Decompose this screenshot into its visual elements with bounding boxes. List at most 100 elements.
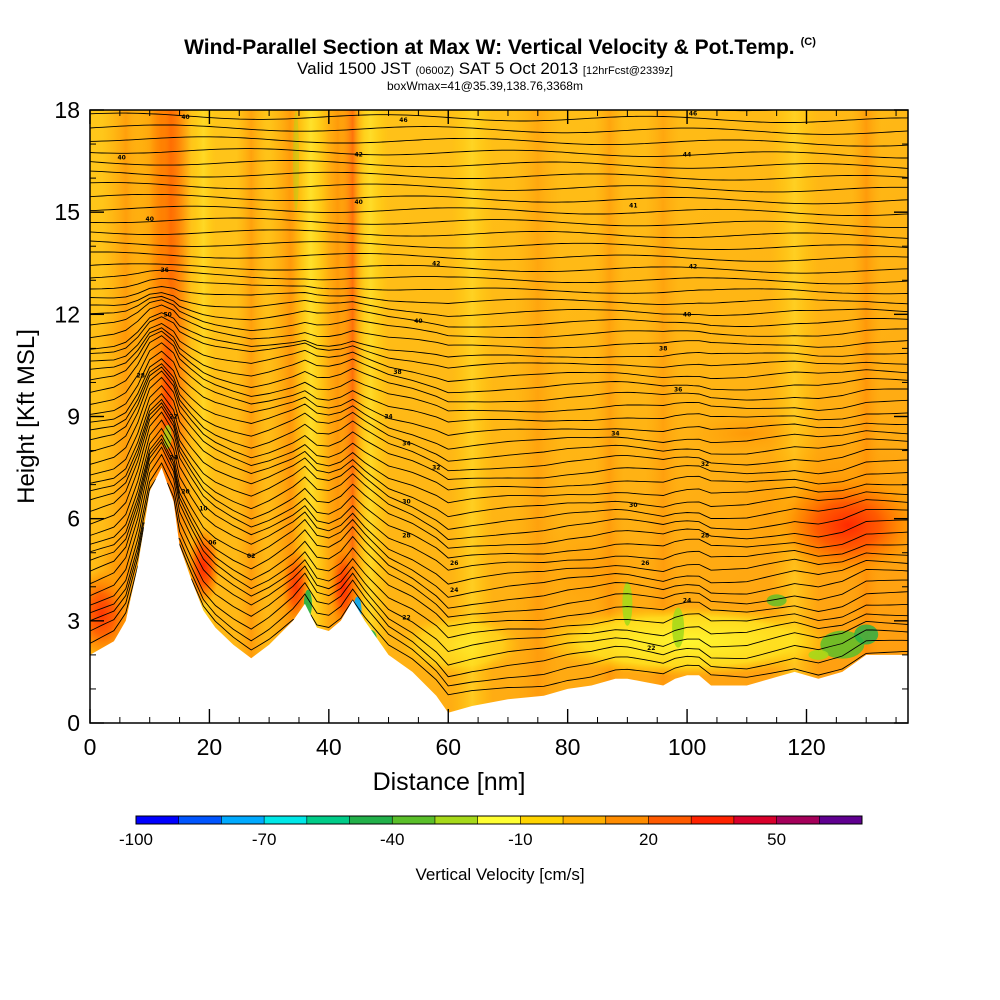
isentrope-line <box>90 434 908 598</box>
colorbar-swatch <box>221 816 265 824</box>
velocity-cell <box>622 581 633 626</box>
isentrope-line <box>90 427 908 585</box>
isentrope-label: 20 <box>181 488 189 495</box>
isentrope-line <box>90 277 908 295</box>
isentrope-label: 24 <box>683 597 691 604</box>
isentrope-label: 41 <box>629 202 637 209</box>
isentrope-label: 40 <box>414 318 422 325</box>
colorbar-swatch <box>306 816 351 824</box>
isentrope-line <box>90 419 908 571</box>
velocity-cell <box>820 630 865 659</box>
y-tick-label: 15 <box>54 199 80 225</box>
colorbar-frame <box>135 815 863 825</box>
isentrope-label: 36 <box>674 386 682 393</box>
isentrope-line <box>90 385 908 504</box>
colorbar-swatch <box>349 816 393 824</box>
isentrope-line <box>90 182 908 193</box>
valid-time: Valid 1500 JST <box>297 59 411 78</box>
isentrope-label: 28 <box>701 533 709 540</box>
isentrope-line <box>90 478 908 666</box>
colorbar-tick-label: 50 <box>767 830 786 849</box>
isentrope-line <box>90 240 908 250</box>
x-tick-label: 120 <box>787 734 825 760</box>
y-tick-label: 9 <box>67 404 80 430</box>
isentrope-line <box>90 304 908 349</box>
isentrope-line <box>90 398 908 530</box>
y-tick-label: 12 <box>54 301 80 327</box>
isentrope-line <box>90 453 908 639</box>
velocity-cell <box>531 519 652 620</box>
isentrope-label: 24 <box>169 454 177 461</box>
colorbar-swatch <box>648 816 692 824</box>
isentrope-line <box>90 462 908 653</box>
title-block: Wind-Parallel Section at Max W: Vertical… <box>0 36 1000 92</box>
isentrope-line <box>90 217 908 228</box>
colorbar-swatch <box>136 816 180 824</box>
isentrope-label: 40 <box>683 311 691 318</box>
velocity-cell <box>808 649 829 660</box>
isentrope-line <box>90 159 908 169</box>
velocity-cell <box>400 614 521 675</box>
copyright-mark: (C) <box>800 36 816 48</box>
isentrope-line <box>90 522 908 678</box>
isentrope-label: 36 <box>160 267 168 274</box>
isentrope-line <box>90 446 908 627</box>
y-tick-label: 0 <box>67 710 80 736</box>
colorbar-swatch <box>563 816 607 824</box>
isentrope-line <box>90 292 908 317</box>
isentrope-line <box>90 205 908 217</box>
isentrope-line <box>90 526 908 687</box>
isentrope-labels: 40 40 36 50 28 22 24 20 10 06 02 40 42 40 46 42 40 38 34 34… <box>117 110 709 652</box>
colorbar-tick-label: -10 <box>508 830 533 849</box>
isentrope-label: 42 <box>432 260 440 267</box>
velocity-cell <box>766 594 787 607</box>
isentrope-line <box>90 136 908 147</box>
velocity-plume <box>236 110 267 723</box>
velocity-cell <box>854 624 879 645</box>
terrain <box>90 467 908 723</box>
colorbar-tick-label: -70 <box>252 830 277 849</box>
isentrope-line <box>90 370 908 480</box>
velocity-cell <box>537 606 838 677</box>
utc-time: (0600Z) <box>415 65 455 77</box>
isentrope-label: 30 <box>629 502 637 509</box>
isentrope-label: 10 <box>199 505 207 512</box>
velocity-cell <box>94 529 145 610</box>
isentrope-label: 30 <box>402 499 410 506</box>
isentrope-label: 44 <box>683 151 691 158</box>
isentrope-line <box>90 112 908 123</box>
colorbar-swatch <box>691 816 735 824</box>
isentrope-line <box>90 327 908 394</box>
chart-subtitle: Valid 1500 JST (0600Z) SAT 5 Oct 2013 [1… <box>0 60 1000 80</box>
isentrope-label: 24 <box>450 587 458 594</box>
colorbar-swatch <box>605 816 649 824</box>
isentrope-label: 22 <box>169 414 177 421</box>
velocity-cell <box>157 279 178 520</box>
isentrope-line <box>90 366 908 472</box>
x-tick-label: 100 <box>668 734 706 760</box>
isentrope-line <box>90 295 908 328</box>
colorbar-tick-label: 20 <box>639 830 658 849</box>
colorbar-swatch <box>434 816 479 824</box>
y-tick-label: 18 <box>54 97 80 123</box>
colorbar-swatch <box>178 816 222 824</box>
isentrope-label: 38 <box>659 345 667 352</box>
isentrope-label: 38 <box>393 369 401 376</box>
isentrope-line <box>90 335 908 413</box>
isentrope-label: 32 <box>701 461 709 468</box>
isentrope-line <box>90 263 908 274</box>
isentrope-lines <box>90 91 908 696</box>
isentrope-label: 34 <box>402 441 410 448</box>
isentrope-label: 26 <box>641 560 649 567</box>
isentrope-line <box>90 229 908 239</box>
isentrope-line <box>90 148 908 159</box>
colorbar: -100 -70 -40 -10 20 50 Vertical Velocity [cm/s… <box>119 815 863 884</box>
colorbar-swatch <box>477 816 521 824</box>
colorbar-swatch <box>520 816 564 824</box>
isentrope-line <box>90 358 908 450</box>
colorbar-tick-label: -40 <box>380 830 405 849</box>
x-tick-label: 40 <box>316 734 342 760</box>
isentrope-line <box>90 91 908 99</box>
isentrope-line <box>90 405 908 549</box>
